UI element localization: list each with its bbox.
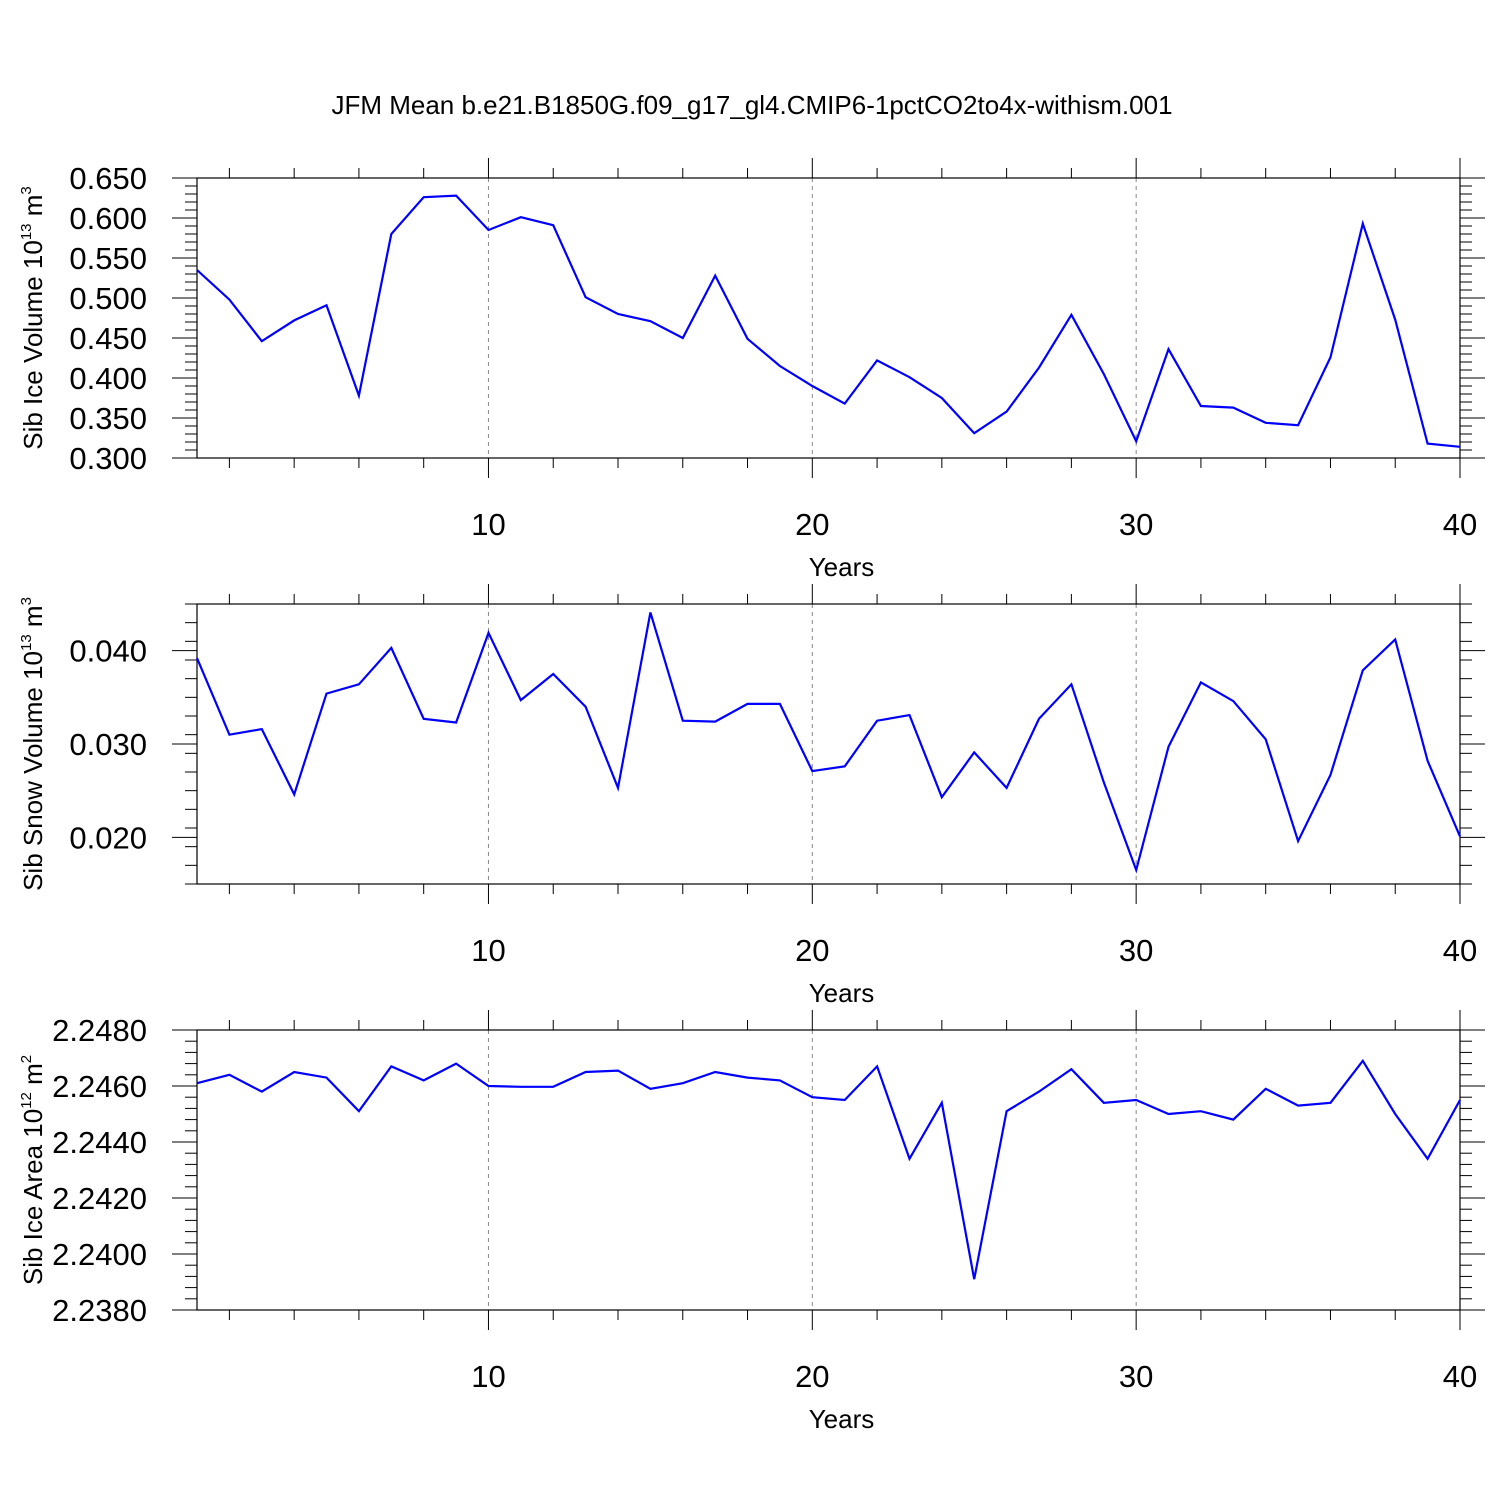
x-tick-label: 40 (1443, 507, 1477, 542)
x-tick-label: 20 (795, 933, 829, 968)
y-tick-label: 0.500 (69, 281, 147, 316)
x-tick-label: 10 (471, 507, 505, 542)
x-tick-label: 40 (1443, 933, 1477, 968)
plot-frame (196, 1029, 1461, 1311)
y-tick-label: 0.400 (69, 361, 147, 396)
x-axis-title: Years (809, 552, 875, 582)
y-tick-label: 2.2400 (52, 1237, 147, 1272)
y-tick-label: 0.020 (69, 820, 147, 855)
series-line (195, 612, 1462, 874)
y-tick-label: 0.300 (69, 441, 147, 476)
x-axis-title: Years (809, 1404, 875, 1434)
x-tick-label: 20 (795, 507, 829, 542)
y-tick-label: 2.2480 (52, 1013, 147, 1048)
y-tick-label: 2.2380 (52, 1293, 147, 1328)
y-tick-label: 0.650 (69, 161, 147, 196)
panels: 10 20 30 40 0.300 0.350 0.400 0.450 0.500 0.550 0.… (18, 158, 1485, 1434)
y-axis-title: Sib Snow Volume 1013 m3 (18, 597, 48, 891)
y-tick-label: 2.2440 (52, 1125, 147, 1160)
y-tick-label: 0.600 (69, 201, 147, 236)
x-tick-label: 30 (1119, 1359, 1153, 1394)
x-tick-label: 30 (1119, 933, 1153, 968)
panel-1: 10 20 30 40 0.300 0.350 0.400 0.450 0.500 0.550 0.… (18, 158, 1485, 582)
series-line (196, 194, 1461, 448)
y-tick-label: 0.350 (69, 401, 147, 436)
y-axis-title: Sib Ice Area 1012 m2 (18, 1055, 48, 1285)
panel-3: 10 20 30 40 2.2380 2.2400 2.2420 2.2440 2.2460 2.… (18, 1010, 1485, 1434)
x-tick-label: 40 (1443, 1359, 1477, 1394)
series-line (196, 1058, 1461, 1280)
x-tick-label: 30 (1119, 507, 1153, 542)
main-title: JFM Mean b.e21.B1850G.f09_g17_gl4.CMIP6-… (331, 90, 1172, 120)
y-tick-label: 0.550 (69, 241, 147, 276)
x-tick-label: 10 (471, 1359, 505, 1394)
y-tick-label: 2.2420 (52, 1181, 147, 1216)
x-tick-label: 20 (795, 1359, 829, 1394)
plot-frame (196, 177, 1461, 459)
y-tick-label: 0.450 (69, 321, 147, 356)
y-tick-label: 0.040 (69, 634, 147, 669)
y-tick-label: 0.030 (69, 727, 147, 762)
x-axis-title: Years (809, 978, 875, 1008)
x-tick-label: 10 (471, 933, 505, 968)
y-tick-label: 2.2460 (52, 1069, 147, 1104)
plot-frame (196, 603, 1461, 885)
panel-2: 10 20 30 40 0.020 0.030 0.040 Years Sib Snow Vol… (18, 584, 1485, 1008)
y-axis-title: Sib Ice Volume 1013 m3 (18, 186, 48, 450)
